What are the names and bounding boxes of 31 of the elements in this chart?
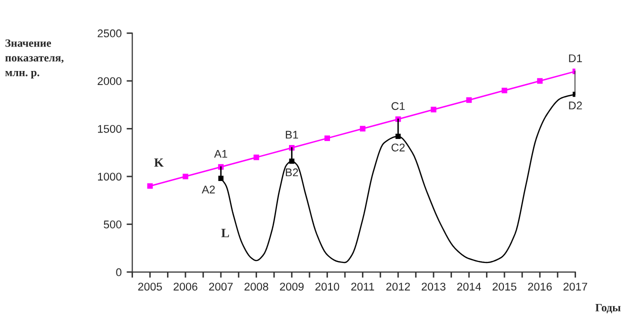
x-tick-label: 2005	[138, 282, 162, 291]
annotation: L	[221, 228, 229, 238]
annotation: C1	[392, 102, 405, 110]
annotation: C2	[392, 144, 405, 152]
y-tick-label: 1000	[98, 172, 122, 181]
x-tick-label: 2014	[457, 282, 482, 291]
annotation: B2	[286, 168, 298, 176]
y-tick-label: 1500	[98, 124, 122, 133]
x-tick-label: 2016	[528, 282, 552, 291]
x-tick-label: 2009	[280, 282, 304, 291]
x-tick-label: 2010	[315, 282, 340, 291]
x-tick-label: 2017	[564, 282, 588, 291]
x-tick-label: 2006	[174, 282, 198, 291]
x-axis-title: Годы	[595, 304, 621, 314]
annotation: A1	[214, 150, 228, 158]
annotation: D2	[569, 102, 582, 110]
x-tick-label: 2012	[386, 282, 410, 291]
x-tick-label: 2011	[351, 282, 374, 291]
x-tick-label: 2007	[209, 282, 233, 291]
annotation: B1	[286, 130, 298, 139]
y-tick-label: 2500	[98, 29, 122, 38]
x-tick-label: 2008	[244, 282, 268, 291]
y-tick-label: 500	[104, 220, 122, 228]
annotation: D1	[569, 54, 582, 62]
annotation: A2	[202, 186, 215, 194]
annotation: K	[154, 158, 164, 167]
y-tick-label: 0	[116, 268, 122, 276]
x-tick-label: 2013	[422, 282, 446, 291]
y-tick-label: 2000	[98, 77, 122, 86]
y-axis-title: Значение показателя, млн. р.	[5, 39, 64, 78]
x-tick-label: 2015	[492, 282, 516, 291]
